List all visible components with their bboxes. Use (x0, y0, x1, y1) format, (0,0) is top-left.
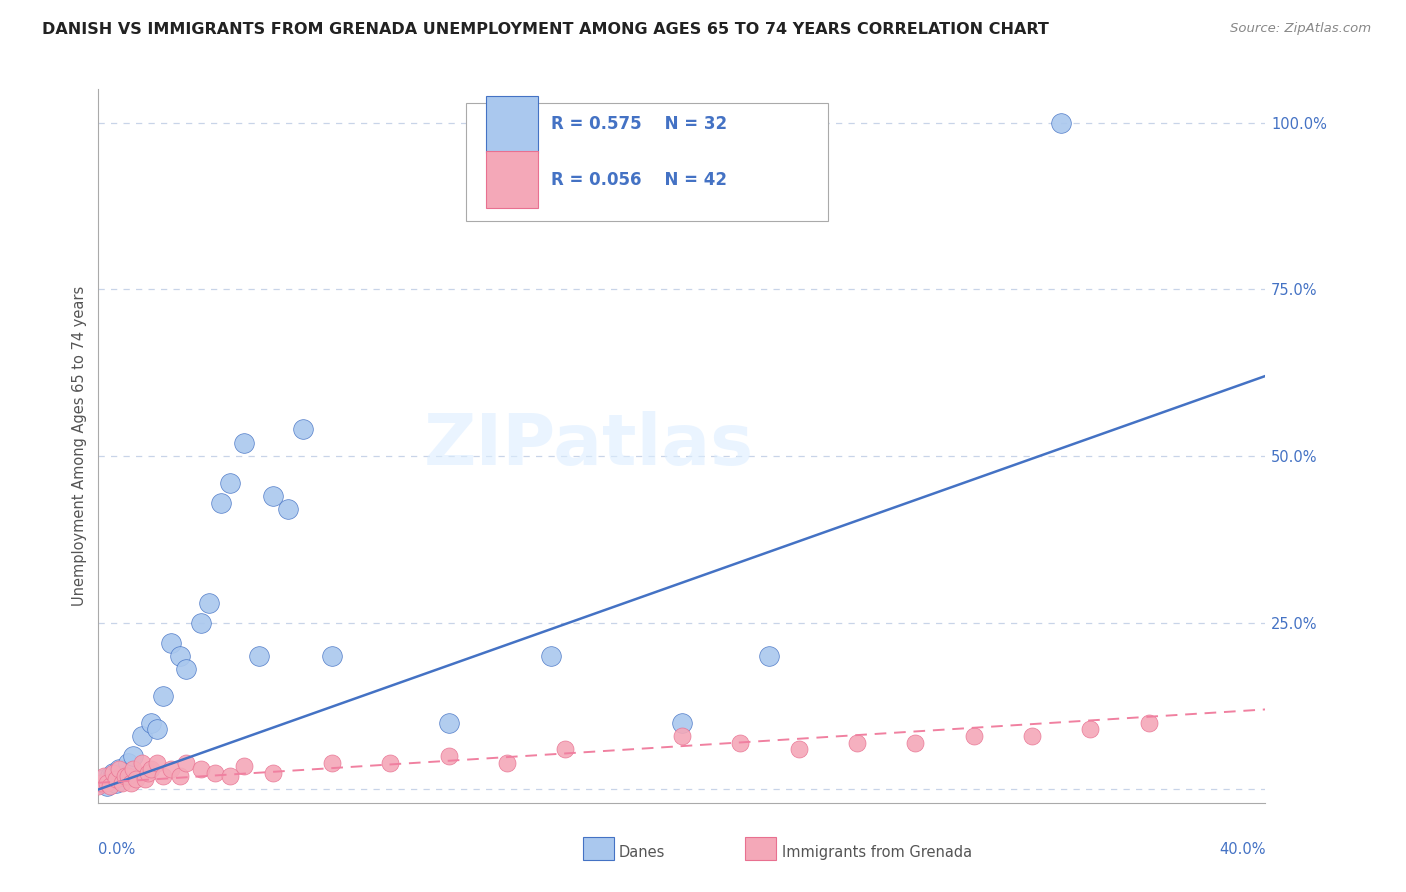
Point (787, 742, 810, 756)
Point (437, 749, 460, 764)
Point (247, 649, 270, 664)
Point (728, 736, 751, 750)
Text: DANISH VS IMMIGRANTS FROM GRENADA UNEMPLOYMENT AMONG AGES 65 TO 74 YEARS CORRELA: DANISH VS IMMIGRANTS FROM GRENADA UNEMPL… (42, 22, 1049, 37)
Point (962, 729, 984, 743)
Point (190, 763, 212, 777)
Point (1050, 115, 1073, 129)
Point (233, 759, 256, 773)
Point (96, 779, 118, 793)
Point (104, 772, 127, 787)
Text: Immigrants from Grenada: Immigrants from Grenada (782, 846, 972, 860)
Point (218, 769, 240, 783)
Point (845, 736, 868, 750)
Point (169, 649, 191, 664)
Point (114, 769, 136, 783)
Point (437, 715, 460, 730)
Point (98, 769, 121, 783)
Point (152, 769, 174, 783)
Point (122, 749, 145, 764)
Text: 40.0%: 40.0% (1219, 842, 1265, 857)
Point (495, 756, 517, 770)
Text: ZIPatlas: ZIPatlas (423, 411, 754, 481)
Point (160, 763, 183, 777)
Text: 0.0%: 0.0% (98, 842, 135, 857)
Point (671, 729, 693, 743)
Point (321, 649, 343, 664)
Point (378, 756, 402, 770)
Point (209, 496, 232, 510)
Point (101, 765, 124, 780)
Point (904, 736, 927, 750)
Point (108, 763, 131, 777)
Point (131, 729, 153, 743)
Point (90, 776, 112, 790)
Point (96, 776, 118, 790)
Point (93, 769, 115, 783)
Bar (486, 95, 538, 153)
Point (146, 756, 169, 770)
Point (152, 689, 174, 703)
Point (321, 756, 343, 770)
Point (190, 615, 212, 630)
Point (117, 756, 139, 770)
Point (93, 772, 115, 787)
Point (134, 772, 156, 787)
Point (233, 435, 256, 450)
Point (540, 649, 562, 664)
Point (1080, 723, 1102, 737)
Text: R = 0.575    N = 32: R = 0.575 N = 32 (551, 115, 727, 133)
Point (277, 502, 299, 516)
Point (198, 596, 221, 610)
Bar (486, 151, 538, 208)
Text: Danes: Danes (619, 846, 665, 860)
Point (262, 765, 284, 780)
Point (160, 636, 183, 650)
Point (120, 776, 142, 790)
Point (174, 662, 197, 676)
Point (117, 769, 139, 783)
Point (1137, 715, 1160, 730)
Point (218, 475, 240, 490)
Point (554, 742, 576, 756)
Point (87, 779, 110, 793)
Point (291, 422, 314, 436)
Point (139, 715, 162, 730)
Point (139, 763, 162, 777)
Point (146, 723, 169, 737)
Point (204, 765, 226, 780)
Text: R = 0.056    N = 42: R = 0.056 N = 42 (551, 170, 727, 188)
Point (671, 715, 693, 730)
Point (111, 776, 134, 790)
Point (98, 779, 121, 793)
Point (136, 765, 159, 780)
Text: Source: ZipAtlas.com: Source: ZipAtlas.com (1230, 22, 1371, 36)
Point (169, 769, 191, 783)
Point (104, 776, 127, 790)
Point (174, 756, 197, 770)
Point (90, 776, 112, 790)
Y-axis label: Unemployment Among Ages 65 to 74 years: Unemployment Among Ages 65 to 74 years (72, 285, 87, 607)
Point (1021, 729, 1043, 743)
Point (108, 763, 131, 777)
Point (125, 772, 148, 787)
FancyBboxPatch shape (465, 103, 828, 221)
Point (101, 765, 124, 780)
Point (131, 756, 153, 770)
Point (262, 489, 284, 503)
Point (758, 649, 780, 664)
Point (122, 763, 145, 777)
Point (111, 769, 134, 783)
